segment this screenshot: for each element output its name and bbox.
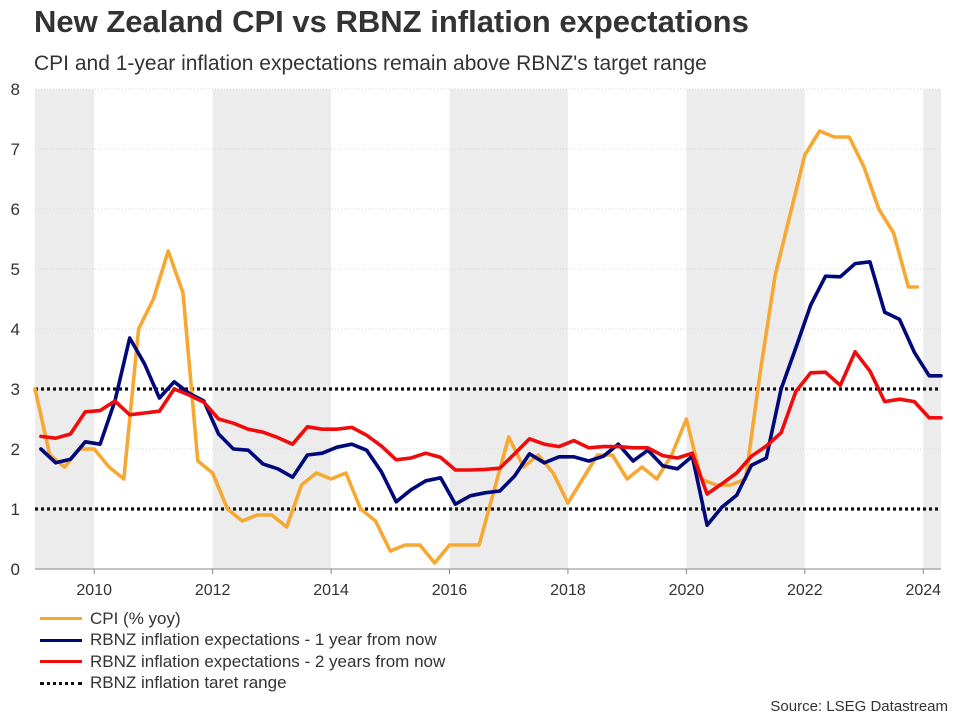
y-axis-ticks: 0 1 2 3 4 5 6 7 8	[11, 80, 20, 579]
x-tick-label-2016: 2016	[432, 582, 468, 599]
source-note: Source: LSEG Datastream	[770, 698, 948, 715]
legend-label-expectations-1y: RBNZ inflation expectations - 1 year fro…	[90, 630, 437, 650]
legend-swatch-expectations-1y	[40, 638, 82, 642]
legend-swatch-cpi	[40, 617, 82, 621]
x-tick-label-2010: 2010	[76, 582, 112, 599]
x-tick-label-2020: 2020	[669, 582, 705, 599]
y-tick-label-5: 5	[11, 260, 20, 279]
y-tick-label-4: 4	[11, 320, 20, 339]
y-tick-label-2: 2	[11, 440, 20, 459]
legend-item-target-range: RBNZ inflation taret range	[40, 673, 445, 695]
y-tick-label-8: 8	[11, 80, 20, 99]
chart-subtitle: CPI and 1-year inflation expectations re…	[34, 52, 707, 75]
y-tick-label-1: 1	[11, 500, 20, 519]
legend-swatch-expectations-2y	[40, 660, 82, 664]
x-tick-label-2022: 2022	[787, 582, 823, 599]
x-tick-label-2012: 2012	[195, 582, 231, 599]
x-axis-ticks: 2010 2012 2014 2016 2018 2020 2022 2024	[76, 569, 941, 599]
series-lines	[33, 129, 943, 565]
x-tick-label-2014: 2014	[313, 582, 349, 599]
legend-item-expectations-2y: RBNZ inflation expectations - 2 years fr…	[40, 651, 445, 673]
legend-label-cpi: CPI (% yoy)	[90, 608, 181, 628]
chart-title: New Zealand CPI vs RBNZ inflation expect…	[34, 4, 749, 39]
series-line-cpi	[33, 129, 920, 565]
series-line-exp2	[39, 350, 943, 496]
legend-swatch-target-range	[40, 681, 82, 685]
legend-label-target-range: RBNZ inflation taret range	[90, 673, 287, 693]
legend-label-expectations-2y: RBNZ inflation expectations - 2 years fr…	[90, 651, 446, 671]
y-tick-label-7: 7	[11, 140, 20, 159]
y-tick-label-3: 3	[11, 380, 20, 399]
x-tick-label-2024: 2024	[905, 582, 941, 599]
x-tick-label-2018: 2018	[550, 582, 586, 599]
legend: CPI (% yoy) RBNZ inflation expectations …	[40, 608, 445, 694]
legend-item-cpi: CPI (% yoy)	[40, 608, 445, 630]
y-tick-label-0: 0	[11, 560, 20, 579]
y-tick-label-6: 6	[11, 200, 20, 219]
shaded-period-0	[35, 89, 95, 569]
legend-item-expectations-1y: RBNZ inflation expectations - 1 year fro…	[40, 630, 445, 652]
